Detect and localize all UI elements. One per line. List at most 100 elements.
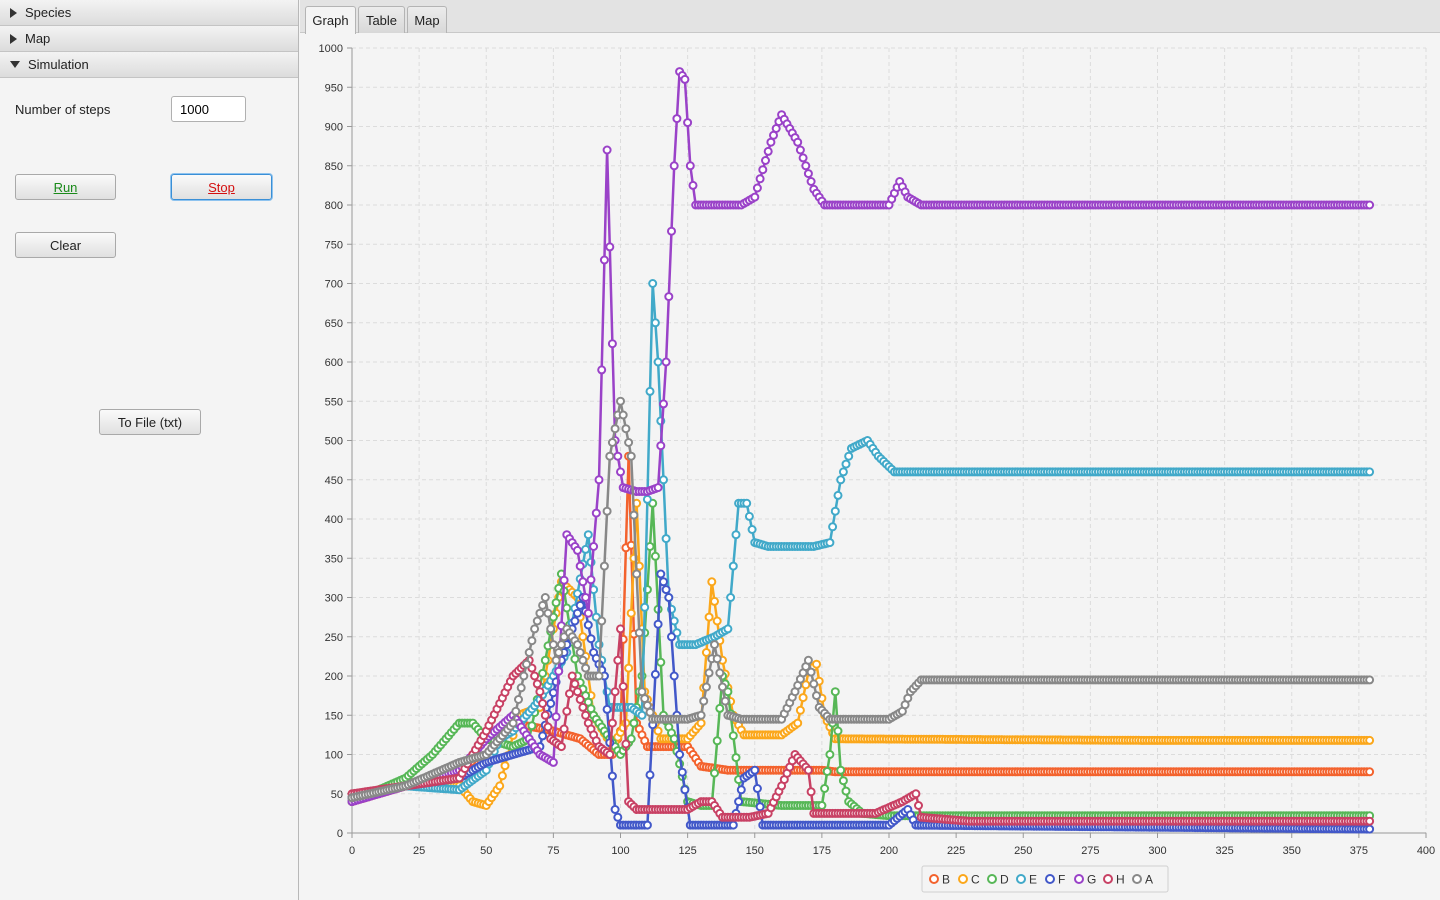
tab-table[interactable]: Table xyxy=(358,6,405,33)
data-point xyxy=(680,74,690,84)
data-point xyxy=(650,318,660,328)
data-point xyxy=(701,682,711,692)
data-point xyxy=(543,608,553,618)
data-point xyxy=(710,768,719,778)
data-point xyxy=(602,145,612,155)
data-point xyxy=(710,640,719,650)
data-point xyxy=(618,410,628,420)
data-point xyxy=(570,616,580,626)
x-tick-label: 100 xyxy=(611,845,629,857)
y-tick-label: 800 xyxy=(325,200,343,212)
data-point xyxy=(704,612,714,622)
data-point xyxy=(650,669,660,679)
data-point xyxy=(575,561,585,571)
data-point xyxy=(613,812,623,822)
data-point xyxy=(540,710,550,720)
data-point xyxy=(661,585,671,595)
data-point xyxy=(806,177,816,186)
data-point xyxy=(645,770,655,780)
data-point xyxy=(575,600,585,610)
data-point xyxy=(685,161,695,171)
steps-input[interactable] xyxy=(171,96,246,122)
chevron-right-icon xyxy=(10,7,17,18)
data-point xyxy=(565,689,574,699)
data-point xyxy=(680,785,690,795)
data-point xyxy=(710,596,719,606)
data-point xyxy=(583,608,593,618)
data-point xyxy=(610,805,620,814)
data-point xyxy=(728,820,738,830)
data-point xyxy=(742,498,752,508)
data-point xyxy=(508,718,518,728)
data-point xyxy=(712,616,722,626)
data-point xyxy=(607,339,617,349)
data-point xyxy=(583,530,593,540)
data-point xyxy=(562,706,572,716)
data-point xyxy=(530,671,540,681)
data-point xyxy=(640,602,650,612)
data-point xyxy=(645,542,655,551)
stop-button[interactable]: Stop xyxy=(171,174,272,200)
data-point xyxy=(752,784,762,793)
data-point xyxy=(830,506,840,516)
data-point xyxy=(809,679,819,689)
accordion-simulation[interactable]: Simulation xyxy=(0,52,298,78)
data-point xyxy=(573,545,582,555)
data-point xyxy=(535,608,545,618)
data-point xyxy=(661,357,671,367)
data-point xyxy=(653,357,663,367)
data-point xyxy=(527,636,537,646)
data-point xyxy=(616,396,625,406)
data-point xyxy=(667,226,676,236)
x-tick-label: 175 xyxy=(813,845,831,857)
data-point xyxy=(573,687,582,697)
x-tick-label: 150 xyxy=(746,845,764,857)
accordion-map[interactable]: Map xyxy=(0,26,298,52)
data-point xyxy=(500,761,510,771)
y-tick-label: 500 xyxy=(325,436,343,448)
data-point xyxy=(812,691,821,701)
y-tick-label: 550 xyxy=(325,396,343,408)
data-point xyxy=(801,161,811,171)
data-point xyxy=(546,699,556,708)
legend-label-D: D xyxy=(1000,873,1009,887)
data-point xyxy=(610,424,620,434)
legend-label-C: C xyxy=(971,873,980,887)
data-point xyxy=(554,648,564,657)
data-point xyxy=(602,704,612,714)
tab-graph[interactable]: Graph xyxy=(305,6,356,34)
data-point xyxy=(556,742,566,752)
data-point xyxy=(540,655,550,665)
data-point xyxy=(747,525,757,534)
y-tick-label: 750 xyxy=(325,239,343,251)
accordion-species[interactable]: Species xyxy=(0,0,298,26)
accordion-simulation-label: Simulation xyxy=(28,57,89,72)
data-point xyxy=(607,718,617,728)
series-G xyxy=(347,67,1375,807)
data-point xyxy=(825,750,835,759)
x-tick-label: 0 xyxy=(349,845,355,857)
data-point xyxy=(803,655,813,665)
data-point xyxy=(683,118,693,128)
data-point xyxy=(548,688,558,698)
data-point xyxy=(495,781,505,791)
data-point xyxy=(677,767,687,777)
data-point xyxy=(532,679,542,689)
data-point xyxy=(522,659,531,669)
data-point xyxy=(650,551,660,561)
y-tick-label: 850 xyxy=(325,161,343,173)
data-point xyxy=(594,475,604,485)
data-point xyxy=(838,467,848,477)
data-point xyxy=(535,687,545,697)
data-point xyxy=(589,542,599,551)
x-tick-label: 25 xyxy=(413,845,425,857)
tab-map[interactable]: Map xyxy=(407,6,447,33)
run-button[interactable]: Run xyxy=(15,174,116,200)
to-file-button[interactable]: To File (txt) xyxy=(99,409,201,435)
x-tick-label: 375 xyxy=(1350,845,1368,857)
data-point xyxy=(803,169,813,179)
clear-button[interactable]: Clear xyxy=(15,232,116,258)
y-tick-label: 950 xyxy=(325,82,343,94)
data-point xyxy=(723,624,733,634)
